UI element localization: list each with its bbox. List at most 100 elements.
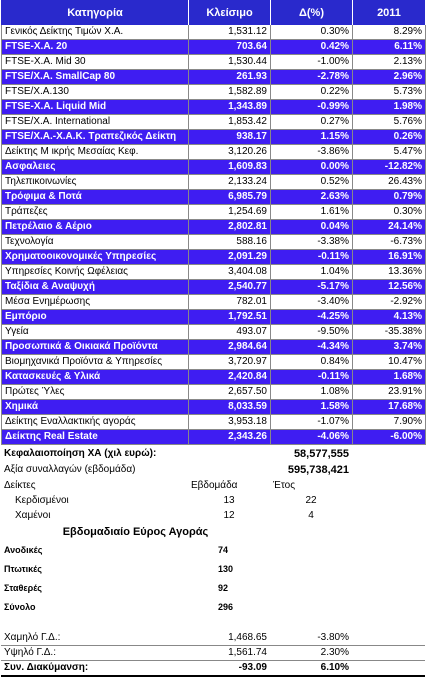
row-close: 2,133.24 — [188, 174, 271, 190]
row-change: 1.58% — [270, 399, 353, 415]
table-row: Ταξίδια & Αναψυχή 2,540.77 -5.17% 12.56% — [1, 279, 426, 295]
row-close: 2,091.29 — [188, 249, 271, 265]
breadth-label: Ανοδικές — [4, 545, 43, 555]
row-category: Δείκτης Real Estate — [1, 429, 189, 445]
row-close: 1,530.44 — [188, 54, 271, 70]
row-close: 1,254.69 — [188, 204, 271, 220]
row-category: Γενικός Δείκτης Τιμών Χ.Α. — [1, 25, 189, 40]
row-category: Προσωπικά & Οικιακά Προϊόντα — [1, 339, 189, 355]
row-category: Τηλεπικοινωνίες — [1, 174, 189, 190]
row-category: Χημικά — [1, 399, 189, 415]
row-change: 1.61% — [270, 204, 353, 220]
row-change: 2.63% — [270, 189, 353, 205]
row-year: -6.00% — [352, 429, 426, 445]
indices-label: Δείκτες — [4, 480, 36, 491]
row-close: 2,657.50 — [188, 384, 271, 400]
table-row: FTSE/X.A. International 1,853.42 0.27% 5.76… — [1, 114, 426, 130]
breadth-value: 92 — [218, 583, 229, 593]
row-category: Πρώτες Ύλες — [1, 384, 189, 400]
row-year: 17.68% — [352, 399, 426, 415]
breadth-rows: Ανοδικές 74 Πτωτικές 130 Σταθερές 92 Σύνολο 296 — [1, 541, 425, 617]
row-year: 10.47% — [352, 354, 426, 370]
row-close: 2,420.84 — [188, 369, 271, 385]
row-category: FTSE/X.A. SmallCap 80 — [1, 69, 189, 85]
table-row: Τηλεπικοινωνίες 2,133.24 0.52% 26.43% — [1, 174, 426, 190]
row-close: 2,540.77 — [188, 279, 271, 295]
row-change: -1.07% — [270, 414, 353, 430]
table-row: Χημικά 8,033.59 1.58% 17.68% — [1, 399, 426, 415]
header-close: Κλείσιμο — [188, 0, 271, 25]
row-category: FTSE/X.A.-X.A.K. Τραπεζικός Δείκτη — [1, 129, 189, 145]
row-year: 0.30% — [352, 204, 426, 220]
table-row: Βιομηχανικά Προϊόντα & Υπηρεσίες 3,720.97… — [1, 354, 426, 370]
capitalization-value: 58,577,555 — [293, 448, 349, 460]
row-year: 8.29% — [352, 25, 426, 40]
header-change: Δ(%) — [270, 0, 353, 25]
stat-label: Χαμηλό Γ.Δ.: — [1, 631, 188, 646]
table-row: FTSE/X.A.130 1,582.89 0.22% 5.73% — [1, 84, 426, 100]
breadth-title: Εβδομαδιαίο Εύρος Αγοράς — [62, 526, 209, 538]
row-change: -3.40% — [270, 294, 353, 310]
summary-table: Κεφαλαιοποίηση ΧΑ (χιλ ευρώ): 58,577,555… — [1, 446, 425, 677]
index-rows: Γενικός Δείκτης Τιμών Χ.Α. 1,531.12 0.30% 8… — [1, 25, 426, 445]
row-year: 6.11% — [352, 39, 426, 55]
row-close: 1,343.89 — [188, 99, 271, 115]
row-change: -9.50% — [270, 324, 353, 340]
table-row: Τεχνολογία 588.16 -3.38% -6.73% — [1, 234, 426, 250]
breadth-row: Σύνολο 296 — [1, 598, 425, 617]
row-category: FTSE/X.A. International — [1, 114, 189, 130]
breadth-value: 130 — [218, 564, 234, 574]
table-row: Τράπεζες 1,254.69 1.61% 0.30% — [1, 204, 426, 220]
table-row: Υγεία 493.07 -9.50% -35.38% — [1, 324, 426, 340]
row-year: -2.92% — [352, 294, 426, 310]
table-header: Κατηγορία Κλείσιμο Δ(%) 2011 — [1, 0, 426, 25]
row-close: 3,120.26 — [188, 144, 271, 160]
stat-value: -93.09 — [188, 660, 270, 677]
table-row: Προσωπικά & Οικιακά Προϊόντα 2,984.64 -4.3… — [1, 339, 426, 355]
row-year: -35.38% — [352, 324, 426, 340]
capitalization-label: Κεφαλαιοποίηση ΧΑ (χιλ ευρώ): — [4, 448, 157, 459]
table-row: Δείκτης Μ ικρής Μεσαίας Κεφ. 3,120.26 -3.8… — [1, 144, 426, 160]
row-change: 1.08% — [270, 384, 353, 400]
row-category: Μέσα Ενημέρωσης — [1, 294, 189, 310]
breadth-value: 296 — [218, 602, 234, 612]
row-category: Ασφαλειες — [1, 159, 189, 175]
row-year: -12.82% — [352, 159, 426, 175]
row-year: 5.47% — [352, 144, 426, 160]
row-close: 1,853.42 — [188, 114, 271, 130]
table-row: Χρηματοοικονομικές Υπηρεσίες 2,091.29 -0.1… — [1, 249, 426, 265]
table-row: Υπηρεσίες Κοινής Ωφέλειας 3,404.08 1.04% 13… — [1, 264, 426, 280]
row-close: 3,953.18 — [188, 414, 271, 430]
row-year: 23.91% — [352, 384, 426, 400]
row-change: 1.04% — [270, 264, 353, 280]
row-year: 16.91% — [352, 249, 426, 265]
stat-label: Υψηλό Γ.Δ.: — [1, 645, 188, 661]
row-year: 0.79% — [352, 189, 426, 205]
header-year: 2011 — [352, 0, 426, 25]
row-year: 5.73% — [352, 84, 426, 100]
gainers-year: 22 — [305, 495, 317, 506]
row-close: 1,582.89 — [188, 84, 271, 100]
table-row: Ασφαλειες 1,609.83 0.00% -12.82% — [1, 159, 426, 175]
row-close: 1,792.51 — [188, 309, 271, 325]
row-change: 0.22% — [270, 84, 353, 100]
breadth-row: Πτωτικές 130 — [1, 560, 425, 579]
week-header: Εβδομάδα — [191, 480, 238, 491]
table-row: Πρώτες Ύλες 2,657.50 1.08% 23.91% — [1, 384, 426, 400]
table-row: FTSE-X.A. Mid 30 1,530.44 -1.00% 2.13% — [1, 54, 426, 70]
row-category: FTSE-X.A. 20 — [1, 39, 189, 55]
row-category: Κατασκευές & Υλικά — [1, 369, 189, 385]
table-row: Δείκτης Εναλλακτικής αγοράς 3,953.18 -1.07… — [1, 414, 426, 430]
row-change: -4.25% — [270, 309, 353, 325]
row-change: -0.99% — [270, 99, 353, 115]
row-category: Υπηρεσίες Κοινής Ωφέλειας — [1, 264, 189, 280]
gainers-row: Κερδισμένοι 13 22 — [1, 493, 425, 508]
row-category: FTSE-X.A. Liquid Mid — [1, 99, 189, 115]
row-category: Χρηματοοικονομικές Υπηρεσίες — [1, 249, 189, 265]
row-category: FTSE-X.A. Mid 30 — [1, 54, 189, 70]
breadth-label: Σύνολο — [4, 602, 36, 612]
table-row: Εμπόριο 1,792.51 -4.25% 4.13% — [1, 309, 426, 325]
row-category: Δείκτης Μ ικρής Μεσαίας Κεφ. — [1, 144, 189, 160]
row-change: -2.78% — [270, 69, 353, 85]
row-change: 0.52% — [270, 174, 353, 190]
